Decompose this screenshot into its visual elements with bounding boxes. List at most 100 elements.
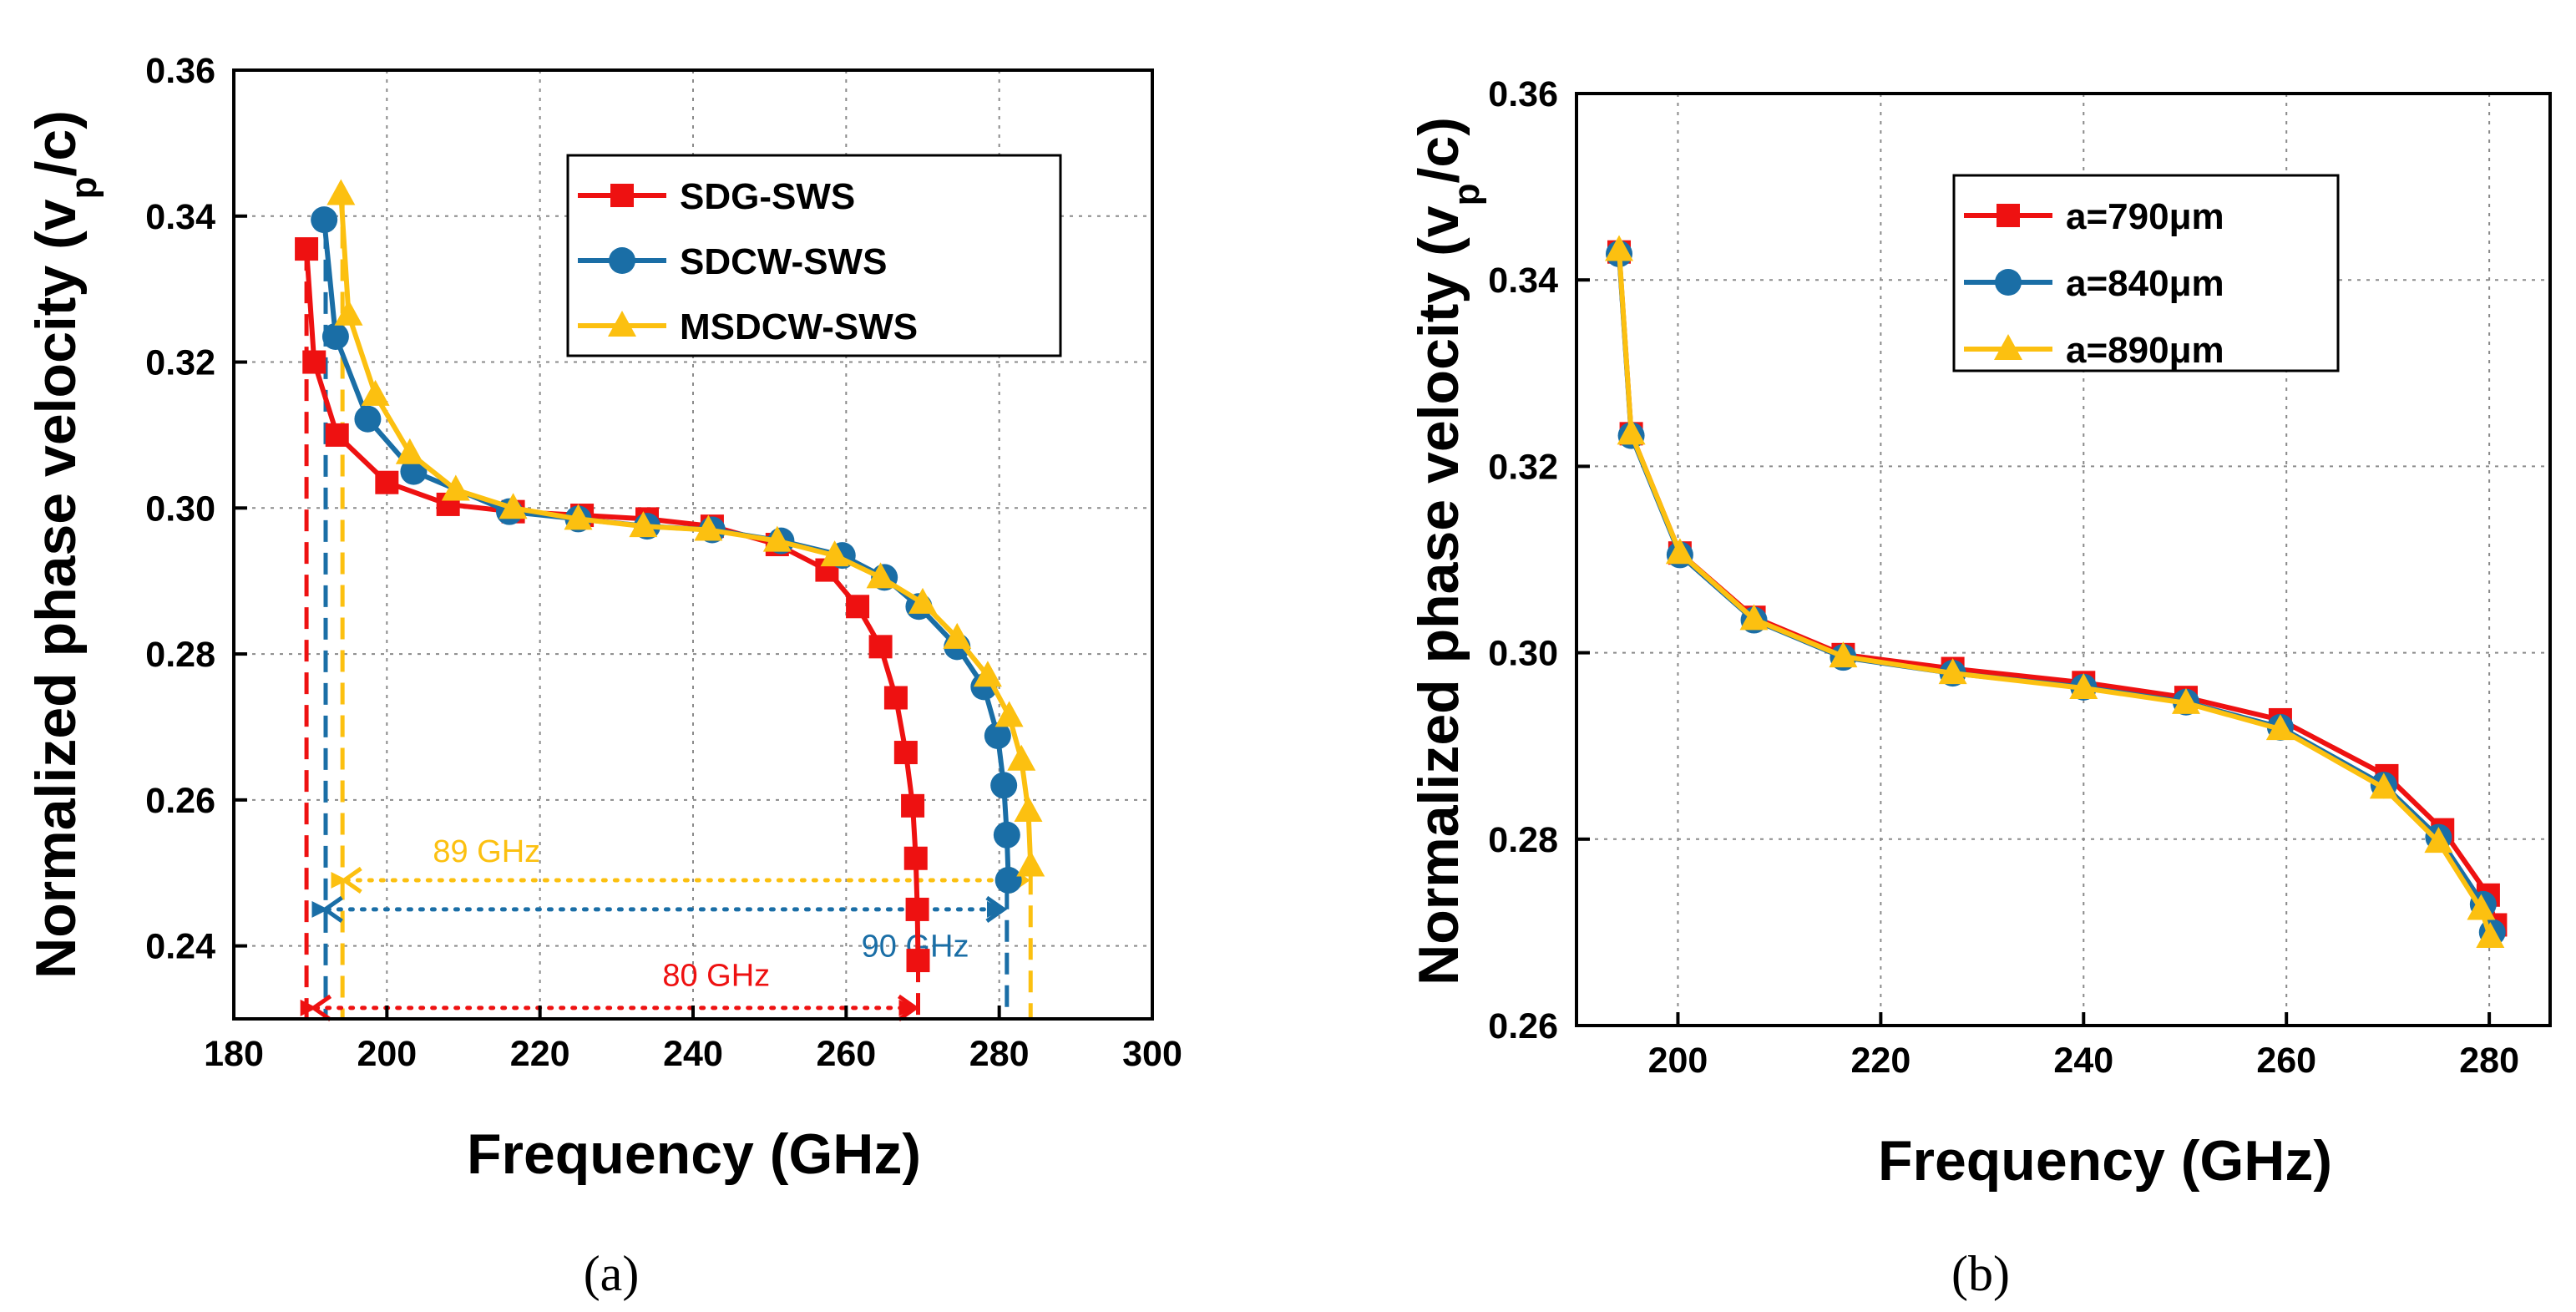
y-tick-label: 0.30 <box>1488 634 1558 674</box>
arrow-head-right <box>897 994 919 1021</box>
x-tick-label: 280 <box>2459 1041 2519 1081</box>
data-point-sdcw-sws <box>993 821 1020 848</box>
y-tick-label: 0.26 <box>145 781 215 821</box>
data-point-sdg-sws <box>893 741 918 765</box>
legend-entry-a-840-m: a=840μm <box>1964 263 2224 304</box>
data-point-sdg-sws <box>906 949 930 973</box>
legend-label: SDCW-SWS <box>680 241 887 282</box>
legend-swatch-marker <box>1995 269 2022 296</box>
data-point-sdg-sws <box>295 237 319 261</box>
series-msdcw-sws <box>326 179 1045 877</box>
data-point-msdcw-sws <box>908 587 937 614</box>
x-tick-label: 240 <box>2053 1041 2113 1081</box>
legend-entry-sdg-sws: SDG-SWS <box>578 176 855 217</box>
data-point-msdcw-sws <box>498 493 528 519</box>
bandwidth-label: 89 GHz <box>433 834 540 869</box>
y-tick-label: 0.36 <box>145 51 215 91</box>
legend-swatch-marker <box>608 311 636 337</box>
y-tick-label: 0.30 <box>145 489 215 529</box>
y-tick-label: 0.32 <box>1488 447 1558 487</box>
legend-label: a=890μm <box>2066 330 2224 371</box>
data-point-a-890-m <box>2171 687 2200 714</box>
x-tick-label: 200 <box>357 1034 417 1074</box>
data-point-sdg-sws <box>905 897 929 921</box>
data-point-a-890-m <box>2369 773 2398 799</box>
arrow-head-left <box>310 994 332 1021</box>
y-tick-label: 0.32 <box>145 343 215 383</box>
series-b <box>1605 235 2508 948</box>
data-point-msdcw-sws <box>361 379 390 406</box>
data-point-a-890-m <box>1829 641 1858 668</box>
data-point-msdcw-sws <box>1016 850 1045 877</box>
legend-label: a=840μm <box>2066 263 2224 304</box>
data-point-msdcw-sws <box>564 504 593 530</box>
x-tick-label: 200 <box>1648 1041 1708 1081</box>
data-point-msdcw-sws <box>973 661 1002 687</box>
legend-entry-sdcw-sws: SDCW-SWS <box>578 241 887 282</box>
panel-label-b: (b) <box>1951 1246 2010 1301</box>
x-tick-label: 220 <box>1851 1041 1911 1081</box>
legend-entry-msdcw-sws: MSDCW-SWS <box>578 306 918 347</box>
x-tick-label: 300 <box>1122 1034 1182 1074</box>
data-point-sdg-sws <box>868 635 893 659</box>
data-point-msdcw-sws <box>395 438 424 464</box>
legend-label: a=790μm <box>2066 196 2224 237</box>
x-tick-label: 260 <box>816 1034 876 1074</box>
data-point-a-890-m <box>2265 714 2295 741</box>
arrow-head-left <box>321 895 343 923</box>
data-point-sdg-sws <box>846 595 870 619</box>
data-point-msdcw-sws <box>762 525 792 552</box>
data-point-sdg-sws <box>901 793 925 818</box>
y-tick-label: 0.24 <box>145 927 215 967</box>
x-tick-label: 180 <box>204 1034 264 1074</box>
y-axis-label-b: Normalized phase velocity (vp/c) <box>1407 117 1487 985</box>
series-a-890-m <box>1605 235 2505 948</box>
data-point-msdcw-sws <box>1007 744 1036 771</box>
ticks-a: 180 200 220 240 260 280 300 0.24 0.26 0.28 0.30 0.3… <box>145 51 1182 1074</box>
legend-label: MSDCW-SWS <box>680 306 918 347</box>
data-point-sdcw-sws <box>984 722 1011 749</box>
data-point-msdcw-sws <box>994 701 1024 727</box>
x-axis-label-a: Frequency (GHz) <box>467 1122 921 1186</box>
legend-a: SDG-SWS SDCW-SWS MSDCW-SWS <box>566 154 1062 357</box>
data-point-a-890-m <box>1617 418 1646 445</box>
x-tick-label: 260 <box>2256 1041 2316 1081</box>
data-point-sdg-sws <box>325 423 349 447</box>
legend-box <box>566 154 1062 357</box>
data-point-msdcw-sws <box>694 514 723 541</box>
arrow-head-right <box>985 895 1008 923</box>
legend-swatch-marker <box>609 247 635 274</box>
legend-b: a=790μm a=840μm a=890μm <box>1952 174 2340 372</box>
bandwidth-label: 80 GHz <box>662 959 770 994</box>
data-point-a-890-m <box>2424 827 2453 854</box>
chart-panel-b: 200 220 240 260 2800.260.280.300.320.340.36 … <box>1407 74 2552 1301</box>
x-axis-label-b: Frequency (GHz) <box>1878 1129 2332 1193</box>
data-point-sdcw-sws <box>354 405 382 433</box>
y-tick-label: 0.28 <box>1488 820 1558 860</box>
data-point-a-890-m <box>1605 235 1634 261</box>
data-point-sdcw-sws <box>994 866 1022 894</box>
data-point-a-890-m <box>1938 658 1967 685</box>
y-tick-label: 0.34 <box>145 197 215 237</box>
series-a <box>295 179 1045 973</box>
ticks-b: 200 220 240 260 280 0.26 0.28 0.30 0.32 0.34 0.36 <box>1488 74 2519 1081</box>
legend-swatch-marker <box>1997 204 2020 227</box>
x-tick-label: 280 <box>969 1034 1030 1074</box>
data-point-msdcw-sws <box>326 179 356 205</box>
plot-frame-b <box>1575 92 2552 1027</box>
data-point-sdcw-sws <box>990 772 1018 799</box>
legend-entry-a-890-m: a=890μm <box>1964 330 2224 371</box>
data-point-a-890-m <box>1739 604 1769 631</box>
data-point-sdg-sws <box>903 846 928 870</box>
x-tick-label: 240 <box>663 1034 723 1074</box>
data-point-msdcw-sws <box>1014 795 1043 822</box>
data-point-sdcw-sws <box>311 206 338 234</box>
y-tick-label: 0.34 <box>1488 261 1558 301</box>
data-point-msdcw-sws <box>820 540 849 567</box>
data-point-msdcw-sws <box>943 622 972 649</box>
data-point-sdg-sws <box>375 470 399 494</box>
legend-swatch-marker <box>610 184 634 207</box>
data-point-a-890-m <box>1665 538 1694 565</box>
